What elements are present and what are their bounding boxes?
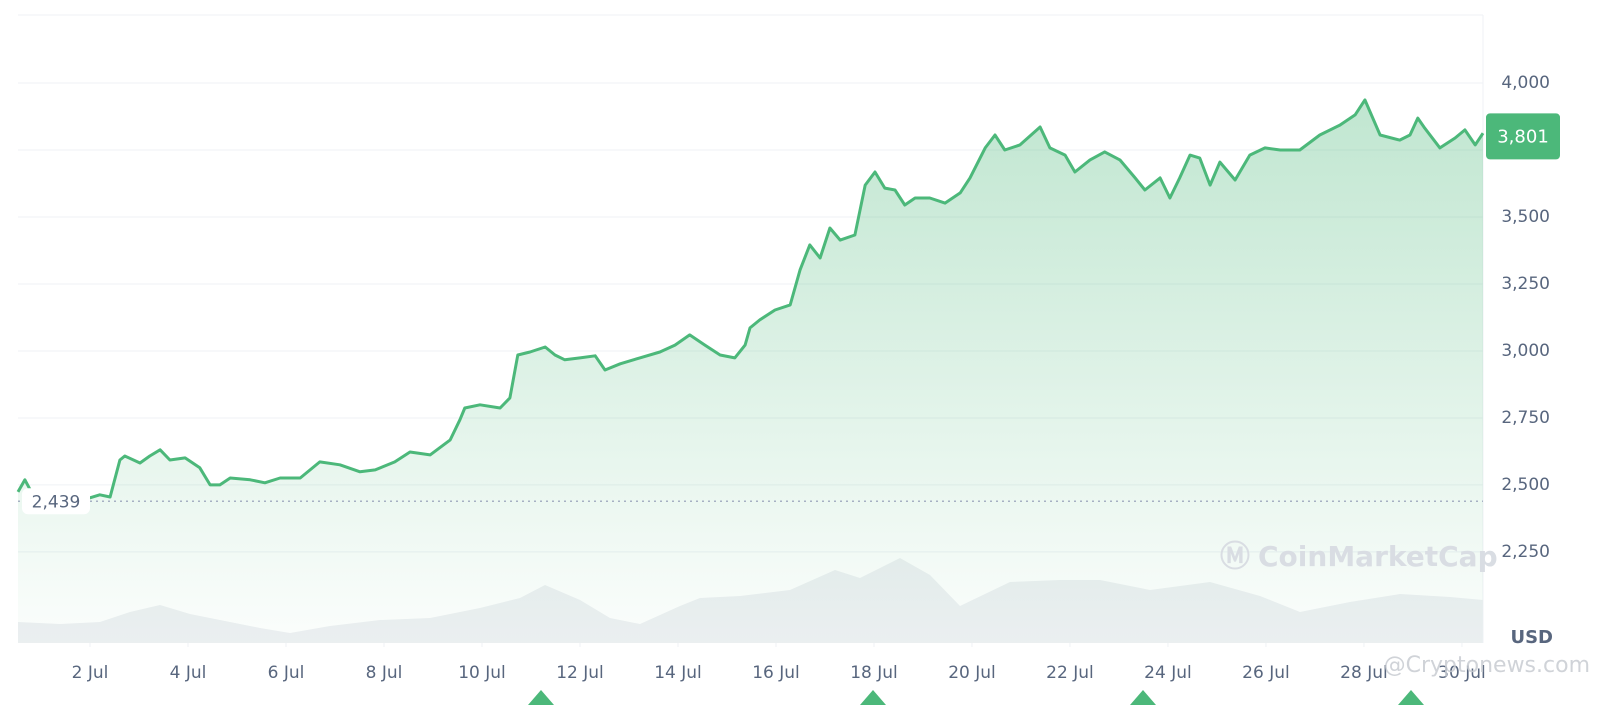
x-tick-label: 6 Jul: [268, 663, 305, 683]
currency-label: USD: [1510, 627, 1553, 648]
x-tick-label: 10 Jul: [458, 663, 506, 683]
x-tick-label: 24 Jul: [1144, 663, 1192, 683]
price-area: [18, 99, 1483, 643]
watermark: CoinMarketCap: [1258, 540, 1498, 573]
reference-label: 2,439: [32, 492, 81, 512]
price-badge-label: 3,801: [1497, 126, 1549, 147]
y-tick-label: 2,250: [1501, 542, 1550, 562]
event-markers: [528, 690, 1424, 705]
price-badge: [1486, 113, 1560, 160]
x-tick-label: 12 Jul: [556, 663, 604, 683]
x-tick-label: 22 Jul: [1046, 663, 1094, 683]
x-tick-label: 28 Jul: [1340, 663, 1388, 683]
y-tick-label: 4,000: [1501, 73, 1550, 93]
y-tick-label: 3,000: [1501, 341, 1550, 361]
x-tick-label: 14 Jul: [654, 663, 702, 683]
x-tick-label: 26 Jul: [1242, 663, 1290, 683]
x-tick-label: 30 Jul: [1438, 663, 1486, 683]
x-tick-label: 18 Jul: [850, 663, 898, 683]
x-tick-label: 8 Jul: [366, 663, 403, 683]
price-line: [16, 98, 1485, 500]
watermark-logo: Ⓜ: [1220, 540, 1250, 575]
reference-label-bg: [22, 488, 90, 515]
credit-watermark: @Cryptonews.com: [1384, 653, 1590, 678]
y-tick-label: 3,500: [1501, 207, 1550, 227]
x-tick-label: 20 Jul: [948, 663, 996, 683]
x-tick-label: 16 Jul: [752, 663, 800, 683]
y-tick-label: 3,250: [1501, 274, 1550, 294]
x-tick-label: 4 Jul: [170, 663, 207, 683]
x-tick-label: 2 Jul: [72, 663, 109, 683]
y-tick-label: 2,500: [1501, 475, 1550, 495]
y-tick-label: 2,750: [1501, 408, 1550, 428]
